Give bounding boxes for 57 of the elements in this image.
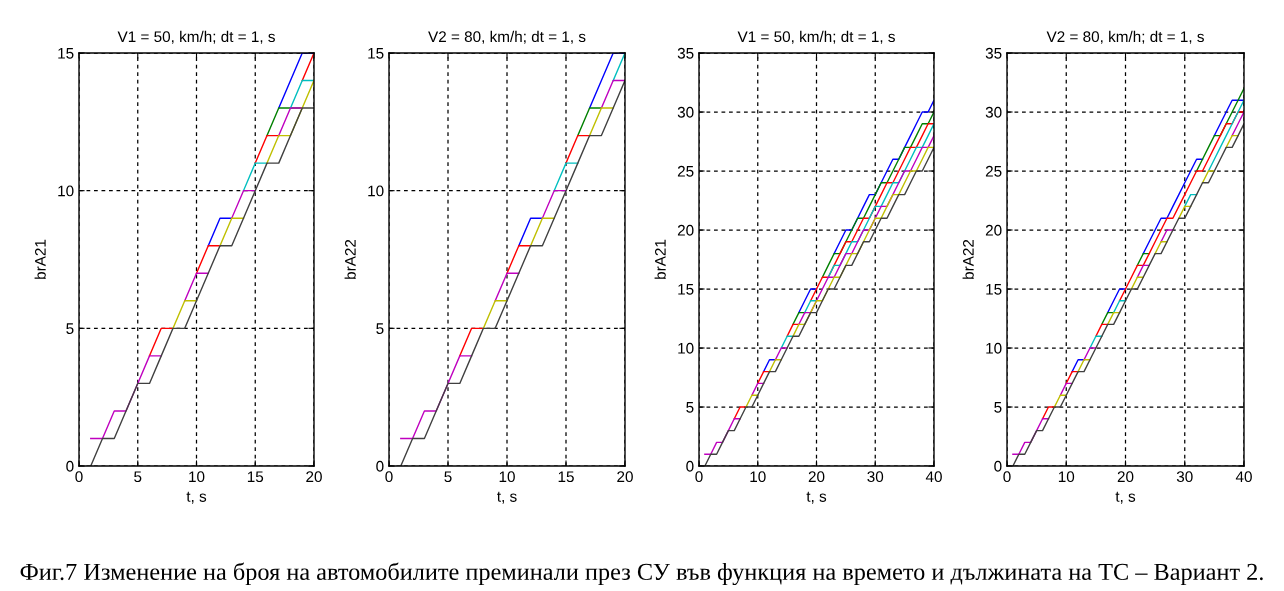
chart-title: V2 = 80, km/h; dt = 1, s	[428, 30, 586, 44]
y-tick-label: 5	[66, 323, 74, 335]
x-tick-label: 20	[617, 471, 633, 483]
y-axis-title: brA21	[34, 239, 46, 279]
y-tick-label: 25	[677, 165, 694, 177]
y-tick-label: 5	[376, 323, 384, 335]
y-tick-label: 0	[686, 460, 694, 472]
x-tick-label: 15	[247, 471, 264, 483]
y-tick-label: 15	[368, 48, 384, 59]
x-tick-label: 0	[75, 471, 83, 483]
chart-title: V2 = 80, km/h; dt = 1, s	[1046, 30, 1204, 44]
y-tick-label: 0	[994, 460, 1002, 472]
y-tick-label: 15	[678, 284, 694, 295]
y-axis-title: brA22	[344, 239, 356, 279]
y-tick-label: 0	[66, 460, 74, 472]
y-tick-label: 10	[58, 185, 74, 197]
x-tick-label: 20	[808, 471, 825, 483]
x-axis-title: t, s	[186, 491, 207, 504]
x-tick-label: 0	[695, 471, 703, 483]
x-axis-title: t, s	[806, 491, 827, 504]
x-tick-label: 5	[444, 471, 452, 483]
chart-title: V1 = 50, km/h; dt = 1, s	[737, 30, 895, 44]
x-tick-label: 30	[1176, 471, 1193, 483]
x-tick-label: 20	[306, 471, 322, 483]
y-tick-label: 10	[678, 342, 694, 354]
text: Фиг.7 Изменение на броя на автомобилите преминали през СУ във функция на времето и дължината на ТС – Вариант 2.	[20, 562, 1263, 586]
x-tick-label: 20	[1117, 471, 1134, 483]
y-tick-label: 5	[686, 402, 694, 413]
chart-title: V1 = 50, km/h; dt = 1, s	[117, 30, 275, 44]
y-tick-label: 5	[994, 402, 1002, 413]
x-tick-label: 30	[867, 471, 884, 483]
x-tick-label: 5	[134, 471, 142, 483]
y-axis-title: brA21	[654, 239, 666, 279]
y-tick-label: 15	[58, 48, 74, 59]
y-tick-label: 35	[985, 47, 1002, 59]
x-tick-label: 10	[499, 471, 515, 483]
x-tick-label: 0	[1003, 471, 1011, 483]
x-tick-label: 10	[189, 471, 205, 483]
y-tick-label: 30	[677, 106, 694, 118]
y-tick-label: 30	[985, 106, 1002, 118]
y-tick-label: 20	[985, 224, 1002, 236]
x-axis-title: t, s	[1115, 491, 1136, 504]
x-tick-label: 40	[1235, 471, 1252, 483]
x-tick-label: 15	[558, 471, 574, 483]
y-tick-label: 15	[986, 284, 1002, 295]
x-tick-label: 10	[1058, 471, 1075, 483]
x-tick-label: 40	[925, 471, 942, 483]
x-tick-label: 10	[750, 471, 766, 483]
x-tick-label: 0	[385, 471, 393, 483]
x-axis-title: t, s	[497, 491, 517, 504]
y-tick-label: 0	[376, 460, 384, 472]
y-tick-label: 35	[677, 47, 694, 59]
y-tick-label: 25	[985, 165, 1002, 177]
y-tick-label: 10	[368, 185, 384, 197]
y-tick-label: 20	[677, 224, 694, 236]
y-axis-title: brA22	[962, 239, 974, 279]
y-tick-label: 10	[986, 342, 1002, 354]
